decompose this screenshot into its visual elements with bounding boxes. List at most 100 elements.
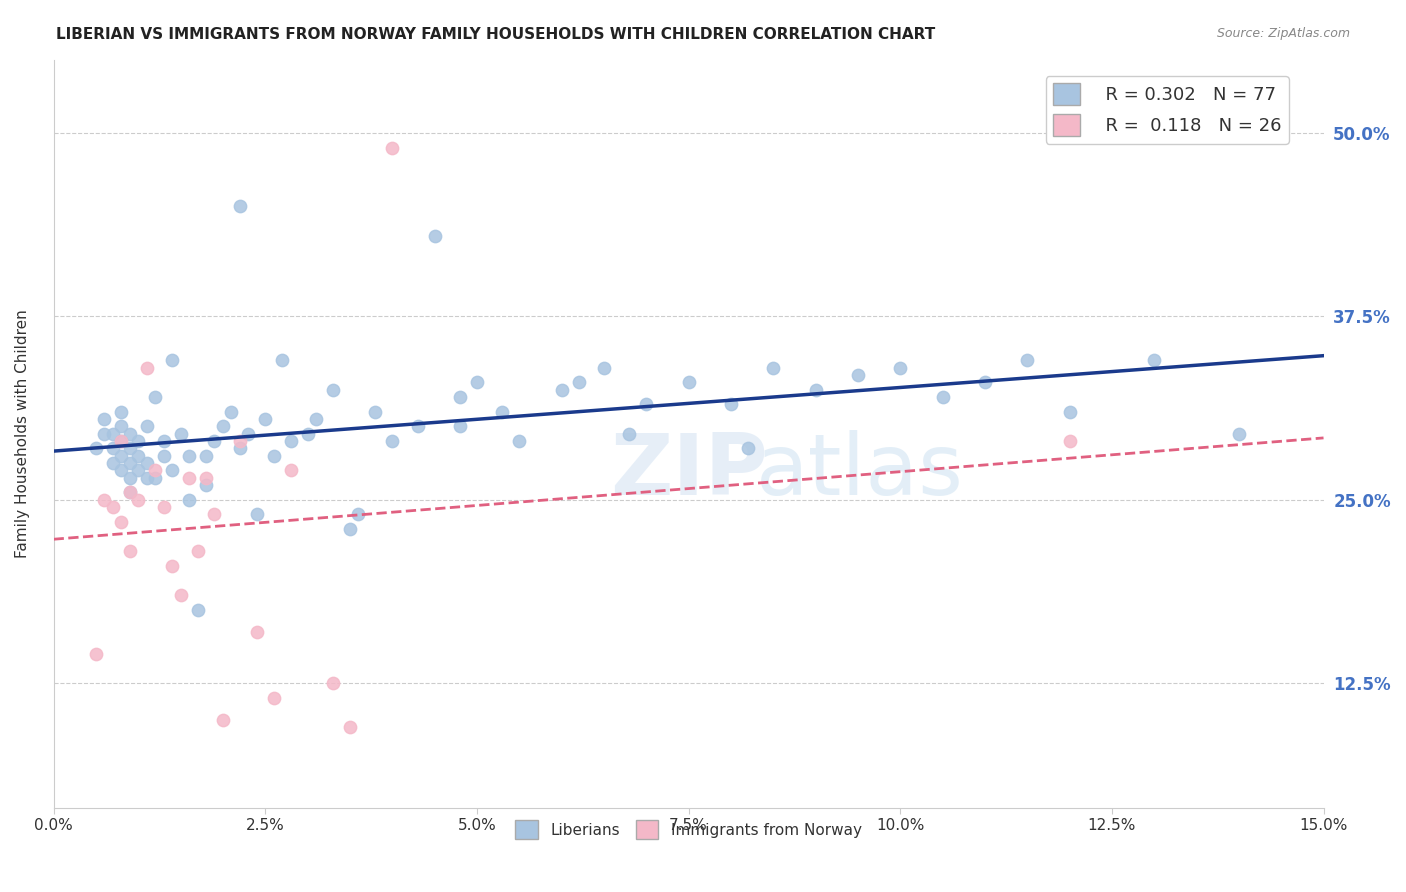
Point [449,419,471,434]
Point [636,397,658,411]
Point [593,360,616,375]
Point [110,434,132,448]
Point [101,500,124,514]
Point [465,376,488,390]
Point [143,463,166,477]
Point [118,442,141,456]
Point [973,376,995,390]
Point [804,383,827,397]
Point [135,471,157,485]
Point [152,434,174,448]
Point [143,390,166,404]
Point [212,713,235,727]
Point [423,228,446,243]
Point [1059,405,1081,419]
Point [195,471,218,485]
Point [212,419,235,434]
Point [93,426,115,441]
Point [280,434,302,448]
Point [152,449,174,463]
Point [143,471,166,485]
Point [263,449,285,463]
Point [280,463,302,477]
Point [169,588,191,602]
Point [322,676,344,690]
Point [737,442,759,456]
Point [84,442,107,456]
Point [221,405,243,419]
Point [229,442,252,456]
Point [160,353,183,368]
Point [339,720,361,734]
Point [271,353,294,368]
Point [110,434,132,448]
Point [101,426,124,441]
Point [263,690,285,705]
Point [93,492,115,507]
Point [135,360,157,375]
Point [84,647,107,661]
Point [118,485,141,500]
Point [204,434,226,448]
Point [101,442,124,456]
Point [567,376,589,390]
Point [229,199,252,213]
Point [720,397,742,411]
Point [118,426,141,441]
Point [177,492,200,507]
Point [889,360,911,375]
Point [846,368,869,382]
Point [110,515,132,529]
Point [101,456,124,470]
Point [135,456,157,470]
Point [93,412,115,426]
Text: LIBERIAN VS IMMIGRANTS FROM NORWAY FAMILY HOUSEHOLDS WITH CHILDREN CORRELATION C: LIBERIAN VS IMMIGRANTS FROM NORWAY FAMIL… [56,27,935,42]
Point [339,522,361,536]
Point [297,426,319,441]
Text: atlas: atlas [756,430,965,513]
Point [118,471,141,485]
Point [118,456,141,470]
Point [254,412,277,426]
Point [177,471,200,485]
Point [127,449,149,463]
Point [364,405,387,419]
Point [118,544,141,558]
Point [322,383,344,397]
Text: ZIP: ZIP [610,430,768,513]
Point [110,405,132,419]
Point [186,603,208,617]
Point [1059,434,1081,448]
Point [229,434,252,448]
Point [169,426,191,441]
Point [110,419,132,434]
Point [127,434,149,448]
Point [204,508,226,522]
Point [127,463,149,477]
Point [127,492,149,507]
Point [152,500,174,514]
Point [160,558,183,573]
Point [381,434,404,448]
Point [110,449,132,463]
Point [186,544,208,558]
Point [347,508,370,522]
Point [406,419,429,434]
Point [1227,426,1250,441]
Point [246,624,269,639]
Point [246,508,269,522]
Point [1143,353,1166,368]
Point [195,478,218,492]
Text: Source: ZipAtlas.com: Source: ZipAtlas.com [1216,27,1350,40]
Point [550,383,572,397]
Point [177,449,200,463]
Point [195,449,218,463]
Point [110,463,132,477]
Point [491,405,513,419]
Point [619,426,641,441]
Point [238,426,260,441]
Point [160,463,183,477]
Point [931,390,953,404]
Y-axis label: Family Households with Children: Family Households with Children [15,310,30,558]
Point [135,419,157,434]
